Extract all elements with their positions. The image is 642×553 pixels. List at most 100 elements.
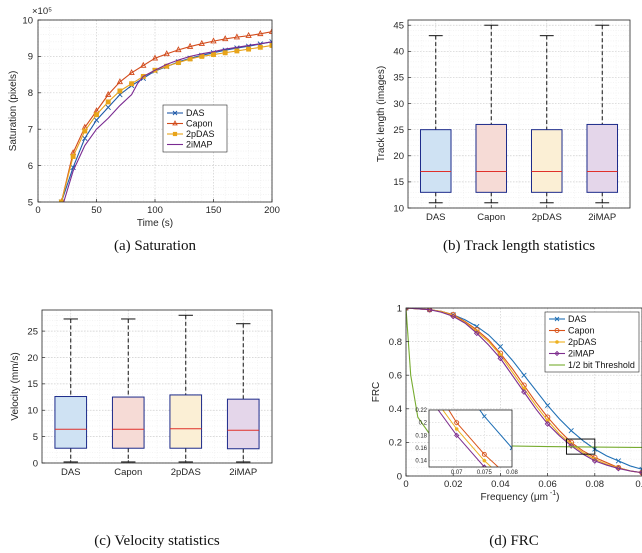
- data-point: [544, 402, 551, 409]
- inset-x-tick-label: 0.07: [451, 470, 463, 476]
- data-point: [105, 90, 112, 97]
- inset-data-point: [510, 484, 514, 488]
- data-point: [199, 53, 205, 59]
- x-tick-label: 0.06: [538, 479, 557, 490]
- y-tick-label: 35: [393, 73, 404, 84]
- data-point: [116, 78, 124, 85]
- inset-data-point: [481, 451, 487, 457]
- legend-label: DAS: [186, 108, 205, 118]
- caption-c: (c) Velocity statistics: [94, 533, 220, 549]
- data-point: [210, 37, 217, 44]
- y-tick-label: 25: [393, 125, 404, 136]
- box-capon: [475, 24, 508, 204]
- x-tick-label: 0.04: [491, 479, 510, 490]
- x-tick-label: DAS: [426, 212, 446, 223]
- x-tick-label: 150: [206, 205, 222, 216]
- legend-marker: [172, 131, 178, 137]
- inset-series-2pdas: [442, 410, 514, 488]
- x-tick-label: Capon: [114, 467, 142, 478]
- iqr-box: [530, 129, 563, 193]
- data-point: [175, 46, 182, 53]
- x-tick-label: 2iMAP: [229, 467, 257, 478]
- inset-x-tick-label: 0.075: [477, 470, 493, 476]
- data-point: [70, 164, 76, 171]
- box-2imap: [226, 323, 260, 463]
- y-tick-label: 10: [22, 15, 33, 26]
- inset-zoom: 0.07 0.075 0.08 0.14 0.16 0.18 0.2 0.22: [415, 408, 518, 488]
- data-point: [151, 54, 159, 61]
- plot-frame: [405, 307, 642, 477]
- x-axis-label-main: Frequency (μm: [481, 492, 548, 503]
- y-tick-label: 0.4: [389, 404, 402, 415]
- inset-y-tick-label: 0.14: [415, 459, 427, 465]
- data-point: [591, 457, 598, 464]
- data-point: [187, 56, 193, 62]
- data-point: [140, 61, 147, 68]
- data-point: [163, 50, 170, 57]
- data-point: [70, 154, 76, 159]
- data-point: [497, 344, 504, 350]
- data-point: [544, 420, 551, 427]
- y-tick-label: 15: [393, 177, 404, 188]
- x-tick-label: 0: [403, 479, 408, 490]
- x-tick-label: 0.1: [635, 479, 642, 490]
- legend-marker: [172, 110, 178, 116]
- y-tick-label: 6: [28, 161, 33, 172]
- x-tick-label: 2pDAS: [532, 212, 562, 223]
- plot-frame: [41, 309, 273, 464]
- data-point: [615, 465, 622, 472]
- iqr-box: [586, 123, 619, 193]
- data-point: [568, 428, 574, 434]
- box-2pdas: [169, 314, 203, 463]
- y-axis-label: FRC: [371, 382, 382, 403]
- plot-frame: [407, 19, 631, 209]
- x-axis-label: Time (s): [137, 218, 173, 229]
- data-point: [497, 355, 504, 362]
- data-point: [450, 313, 457, 320]
- x-tick-label: 200: [264, 205, 280, 216]
- y-tick-label: 0.6: [389, 371, 402, 382]
- iqr-box: [169, 394, 203, 449]
- y-tick-label: 1: [397, 303, 402, 314]
- data-point: [545, 418, 550, 423]
- x-tick-label: 0.02: [444, 479, 463, 490]
- series-line: [406, 308, 642, 474]
- inset-data-point: [454, 427, 459, 431]
- series-2imap: [406, 308, 642, 476]
- data-point: [521, 372, 527, 378]
- y-axis-label: Velocity (mm/s): [10, 352, 21, 420]
- data-point: [245, 31, 252, 38]
- series-line: [63, 41, 272, 202]
- caption-d: (d) FRC: [489, 533, 539, 549]
- legend-marker: [555, 340, 559, 344]
- inset-data-point: [482, 414, 487, 419]
- data-point: [233, 33, 241, 40]
- legend-label: Capon: [186, 119, 213, 129]
- series-2pdas: [58, 43, 272, 202]
- box-das: [419, 35, 452, 204]
- series-line: [60, 31, 272, 202]
- inset-series-capon: [448, 410, 499, 467]
- y-tick-label: 0: [33, 458, 38, 469]
- caption-b: (b) Track length statistics: [443, 238, 595, 254]
- y-tick-label: 0.2: [389, 438, 402, 449]
- data-point: [615, 458, 622, 464]
- data-point: [473, 330, 480, 337]
- iqr-box: [475, 123, 508, 193]
- inset-series-2imap: [437, 410, 487, 467]
- series-2imap: [63, 41, 272, 202]
- data-point: [257, 30, 264, 37]
- chart-b: DAS Capon 2pDAS 2iMAP 10 15 20 25 30 35 40 45 Track …: [376, 19, 631, 254]
- y-tick-label: 10: [27, 406, 38, 417]
- data-point: [498, 352, 503, 358]
- iqr-box: [111, 396, 145, 449]
- x-tick-label: 50: [91, 205, 102, 216]
- data-point: [222, 35, 229, 42]
- inset-y-tick-label: 0.22: [415, 408, 427, 414]
- y-tick-label: 7: [28, 125, 33, 136]
- legend-label: 1/2 bit Threshold: [568, 360, 635, 370]
- inset-x-tick-label: 0.08: [506, 470, 518, 476]
- y-multiplier: ×10⁵: [32, 6, 52, 17]
